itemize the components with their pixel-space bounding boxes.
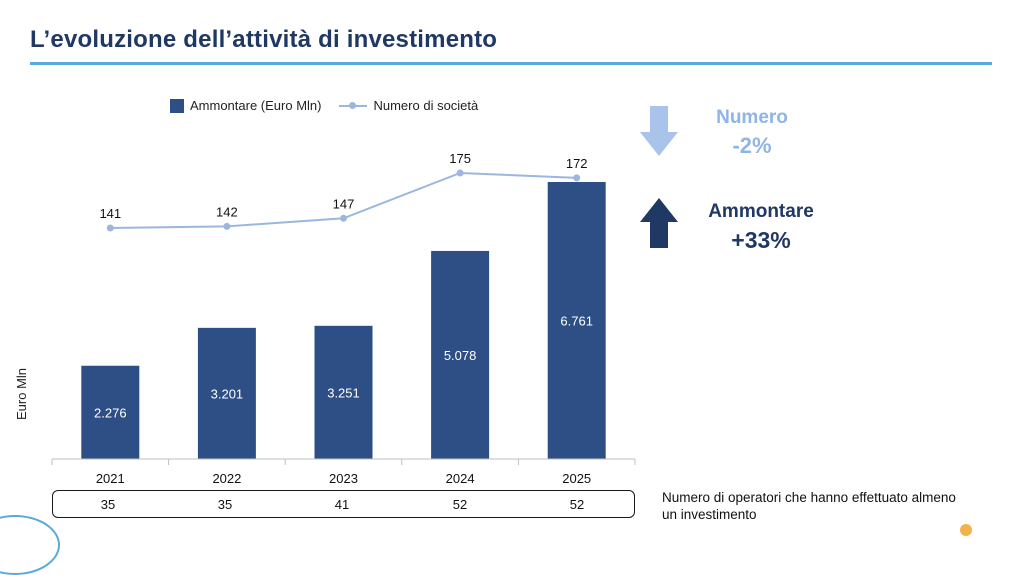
arrow-up-icon <box>640 198 678 248</box>
bar-2023 <box>314 325 373 459</box>
bar-2021 <box>81 365 140 459</box>
bar-label-2025: 6.761 <box>560 314 593 329</box>
title-underline <box>30 62 992 65</box>
x-tick-label-2024: 2024 <box>446 471 475 486</box>
x-tick-label-2023: 2023 <box>329 471 358 486</box>
line-point-2022 <box>223 222 231 230</box>
line-point-2023 <box>340 214 347 222</box>
line-label-2021: 141 <box>99 206 121 221</box>
legend-item-bars: Ammontare (Euro Mln) <box>170 98 321 113</box>
legend-bars-label: Ammontare (Euro Mln) <box>190 98 322 113</box>
kpi-ammontare-label: Ammontare <box>708 201 814 222</box>
decorative-dot <box>960 524 972 536</box>
chart-legend: Ammontare (Euro Mln) Numero di società <box>170 98 496 113</box>
bar-2024 <box>431 250 490 459</box>
kpi-ammontare: Ammontare +33% <box>686 198 836 254</box>
operators-value-2025: 52 <box>569 497 585 512</box>
operators-value-2024: 52 <box>452 497 468 512</box>
y-axis-label: Euro Mln <box>14 367 29 420</box>
bar-label-2022: 3.201 <box>211 386 244 401</box>
line-point-2024 <box>456 169 464 177</box>
operators-box <box>52 490 635 518</box>
kpi-numero: Numero -2% <box>692 104 812 160</box>
bar-label-2023: 3.251 <box>327 385 360 400</box>
operators-value-2022: 35 <box>217 497 233 512</box>
line-label-2023: 147 <box>333 196 355 211</box>
bar-2022 <box>197 327 256 459</box>
line-label-2025: 172 <box>566 156 588 171</box>
x-tick-label-2022: 2022 <box>212 471 241 486</box>
kpi-ammontare-value: +33% <box>731 227 791 253</box>
x-tick-label-2025: 2025 <box>562 471 591 486</box>
line-label-2022: 142 <box>216 204 238 219</box>
combo-chart: 2.276 3.201 3.251 5.078 6.761 2021 2022 2023 202… <box>51 151 636 486</box>
bar-label-2024: 5.078 <box>444 348 477 363</box>
operators-value-2023: 41 <box>334 497 350 512</box>
kpi-numero-label: Numero <box>716 107 788 128</box>
legend-item-line: Numero di società <box>339 98 478 113</box>
arrow-down-icon <box>640 106 678 156</box>
legend-line-label: Numero di società <box>373 98 479 113</box>
line-point-2025 <box>573 174 581 182</box>
page-title: L’evoluzione dell’attività di investimen… <box>30 26 498 53</box>
line-label-2024: 175 <box>449 151 471 166</box>
bar-2025 <box>547 182 606 459</box>
legend-line-swatch <box>339 99 368 113</box>
kpi-numero-value: -2% <box>732 133 772 158</box>
line-point-2021 <box>106 224 114 232</box>
x-tick-label-2021: 2021 <box>96 471 125 486</box>
operators-value-2021: 35 <box>100 497 116 512</box>
bar-label-2021: 2.276 <box>94 405 127 420</box>
legend-bar-swatch <box>170 98 184 113</box>
operators-note: Numero di operatori che hanno effettuato… <box>662 490 956 522</box>
